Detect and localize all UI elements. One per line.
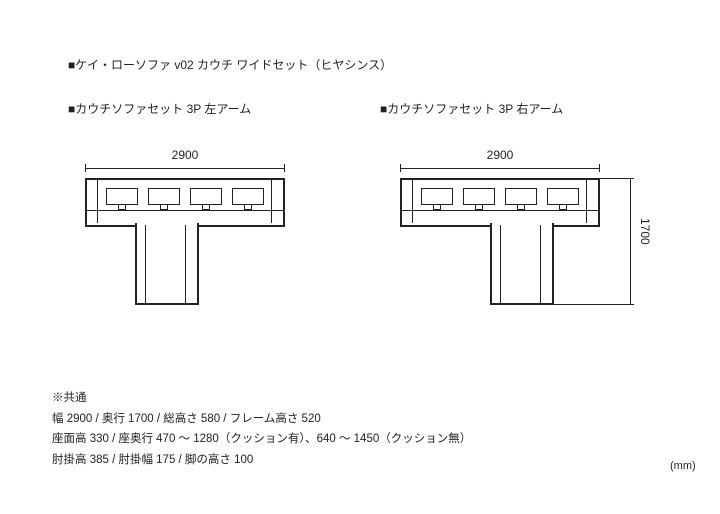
ext-line xyxy=(552,304,630,305)
notes-line1: 幅 2900 / 奥行 1700 / 総高さ 580 / フレーム高さ 520 xyxy=(52,409,471,430)
tab xyxy=(433,204,441,210)
right-variant-label: ■カウチソファセット 3P 右アーム xyxy=(380,100,563,117)
back-cushion xyxy=(463,188,495,205)
unit-label: (mm) xyxy=(670,460,696,472)
tab xyxy=(244,204,252,210)
left-seat-line xyxy=(87,210,283,211)
left-width-dim: 2900 xyxy=(85,148,285,162)
dim-tick xyxy=(400,164,401,172)
notes-header: ※共通 xyxy=(52,388,471,409)
right-width-dim: 2900 xyxy=(400,148,600,162)
back-cushion xyxy=(547,188,579,205)
back-cushion xyxy=(232,188,264,205)
back-cushion xyxy=(148,188,180,205)
back-cushion xyxy=(505,188,537,205)
depth-dim: 1700 xyxy=(638,218,652,245)
right-width-dimline xyxy=(400,168,600,169)
back-cushion xyxy=(421,188,453,205)
tab xyxy=(475,204,483,210)
dim-tick xyxy=(85,164,86,172)
tab xyxy=(202,204,210,210)
notes-line2: 座面高 330 / 座奥行 470 ～ 1280（クッション有）、640 ～ 1… xyxy=(52,429,471,450)
back-cushion xyxy=(106,188,138,205)
depth-dimline xyxy=(630,178,631,305)
right-arm-line-l xyxy=(412,180,413,223)
chaise-line xyxy=(500,225,501,303)
chaise-line xyxy=(540,225,541,303)
back-cushion xyxy=(190,188,222,205)
left-arm-line xyxy=(97,180,98,223)
tab xyxy=(160,204,168,210)
left-width-dimline xyxy=(85,168,285,169)
page-title: ■ケイ・ローソファ v02 カウチ ワイドセット（ヒヤシンス） xyxy=(68,56,392,73)
chaise-line xyxy=(185,225,186,303)
tab xyxy=(118,204,126,210)
right-arm-line xyxy=(586,180,587,223)
ext-line xyxy=(600,178,630,179)
notes-line3: 肘掛高 385 / 肘掛幅 175 / 脚の高さ 100 xyxy=(52,450,471,471)
left-arm-line-r xyxy=(271,180,272,223)
dim-tick xyxy=(599,164,600,172)
left-variant-label: ■カウチソファセット 3P 左アーム xyxy=(68,100,251,117)
right-seat-line xyxy=(402,210,598,211)
chaise-line xyxy=(145,225,146,303)
tab xyxy=(517,204,525,210)
dim-tick xyxy=(284,164,285,172)
tab xyxy=(559,204,567,210)
